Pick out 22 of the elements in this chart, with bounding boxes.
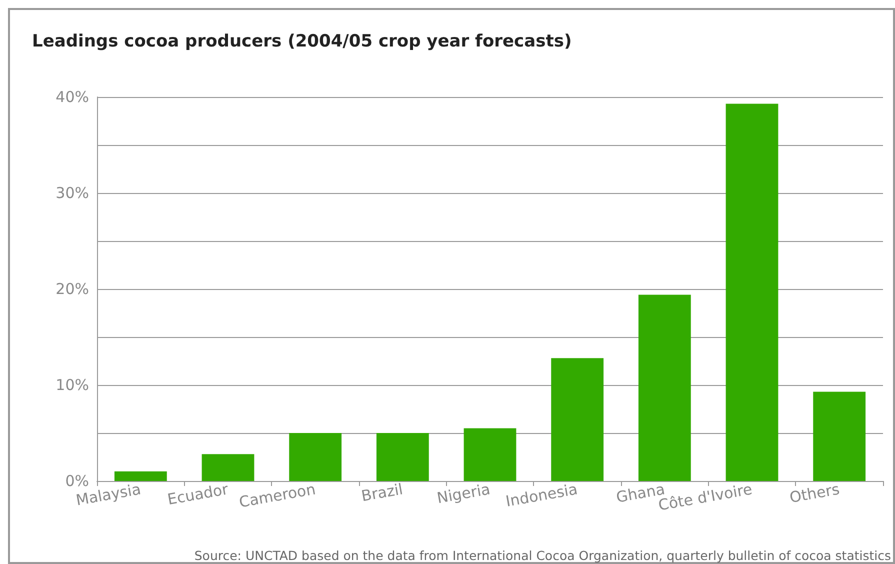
x-tick-label: Indonesia — [504, 480, 579, 510]
x-tick-label: Cameroon — [238, 480, 317, 512]
y-tick-label: 10% — [56, 376, 89, 394]
x-tick-label: Nigeria — [436, 480, 492, 508]
source-note: Source: UNCTAD based on the data from International Cocoa Organization, quarterly bulletin of cocoa statistics — [194, 548, 892, 563]
bar — [202, 454, 254, 481]
y-tick-label: 0% — [65, 472, 89, 490]
chart-title: Leadings cocoa producers (2004/05 crop year forecasts) — [32, 32, 572, 52]
x-tick-label: Others — [788, 480, 842, 507]
y-tick-label: 30% — [56, 184, 89, 202]
bar — [726, 104, 778, 481]
bar — [813, 392, 866, 481]
bar — [289, 433, 342, 481]
bar — [114, 471, 167, 481]
x-tick-label: Ecuador — [166, 480, 230, 509]
bar — [638, 294, 691, 481]
bar — [551, 358, 604, 481]
y-tick-label: 20% — [56, 280, 89, 298]
bar — [376, 433, 429, 481]
bar — [464, 428, 516, 481]
x-tick-label: Brazil — [360, 480, 404, 506]
y-tick-label: 40% — [56, 88, 89, 106]
